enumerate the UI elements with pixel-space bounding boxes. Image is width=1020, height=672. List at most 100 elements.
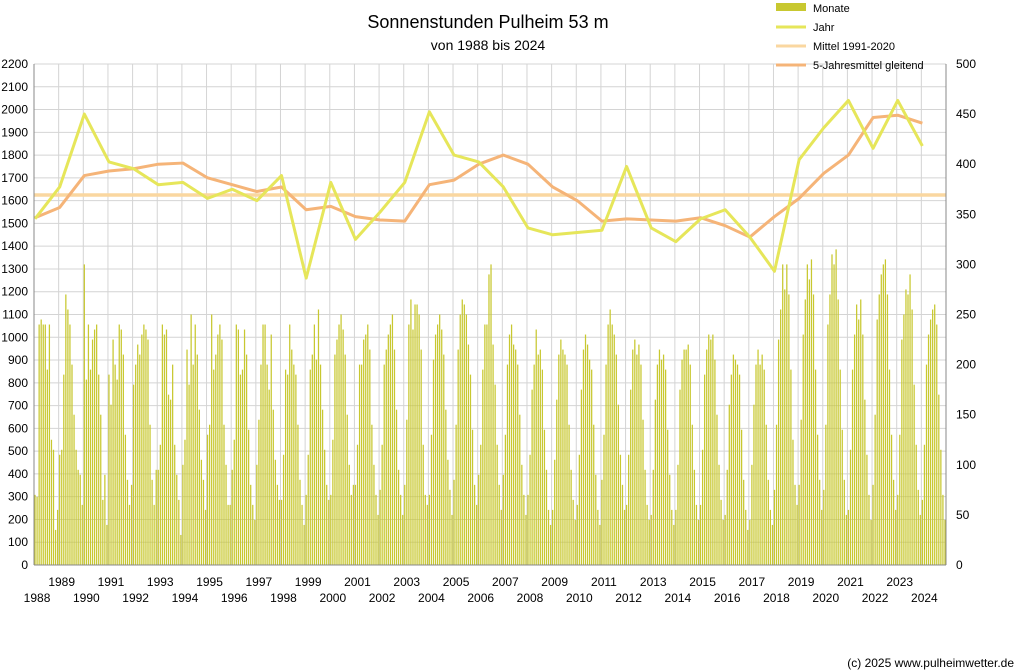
month-bar: [490, 264, 492, 565]
month-bar: [911, 309, 913, 565]
month-bar: [93, 329, 96, 565]
month-bar: [521, 464, 523, 565]
month-bar: [646, 504, 648, 565]
month-bar: [814, 369, 817, 565]
month-bar: [67, 309, 69, 565]
month-bar: [580, 389, 583, 565]
y-right-tick-label: 100: [956, 458, 976, 472]
y-right-tick-label: 400: [956, 157, 976, 171]
y-left-tick-label: 1500: [1, 216, 28, 230]
month-bar: [552, 509, 554, 565]
month-bar: [837, 299, 839, 565]
month-bar: [110, 404, 112, 565]
month-bar: [687, 344, 689, 565]
month-bar: [839, 369, 841, 565]
x-tick-label: 1997: [246, 575, 273, 589]
month-bar: [352, 484, 355, 565]
month-bar: [54, 529, 57, 565]
month-bar: [615, 354, 617, 565]
month-bar: [909, 274, 911, 565]
month-bar: [87, 324, 90, 565]
month-bar: [652, 469, 654, 565]
month-bar: [782, 264, 784, 565]
month-bar: [915, 444, 917, 565]
month-bar: [79, 474, 81, 565]
month-bar: [566, 364, 568, 565]
legend-label: Jahr: [813, 22, 835, 34]
month-bar: [268, 389, 270, 565]
y-left-tick-label: 1100: [2, 308, 28, 322]
month-bar: [186, 349, 188, 565]
month-bar: [471, 429, 474, 565]
x-tick-label: 2006: [467, 591, 494, 605]
month-bar: [784, 289, 786, 565]
month-bar: [825, 424, 827, 565]
x-tick-label: 1994: [172, 591, 199, 605]
y-right-tick-label: 350: [956, 207, 976, 221]
month-bar: [847, 509, 850, 565]
month-bar: [607, 324, 609, 565]
month-bar: [584, 334, 587, 565]
month-bar: [227, 504, 229, 565]
x-tick-label: 2018: [763, 591, 790, 605]
month-bar: [155, 469, 157, 565]
month-bar: [85, 379, 88, 565]
month-bar: [597, 509, 599, 565]
y-left-tick-label: 200: [8, 512, 28, 526]
month-bar: [439, 314, 441, 565]
month-bar: [404, 484, 406, 565]
month-bar: [802, 334, 804, 565]
month-bar: [625, 504, 628, 565]
month-bar: [430, 434, 433, 565]
month-bar: [149, 424, 151, 565]
month-bar: [903, 314, 905, 565]
month-bar: [451, 514, 453, 565]
month-bar: [338, 324, 340, 565]
month-bar: [65, 294, 67, 565]
month-bar: [344, 354, 346, 565]
x-tick-label: 2015: [689, 575, 716, 589]
month-bar: [541, 369, 544, 565]
x-tick-label: 2012: [615, 591, 642, 605]
month-bar: [533, 364, 535, 565]
y-right-tick-label: 250: [956, 308, 976, 322]
month-bar: [139, 354, 141, 565]
month-bar: [461, 299, 463, 565]
y-right-tick-label: 200: [956, 358, 976, 372]
month-bar: [416, 304, 418, 565]
month-bar: [36, 496, 38, 565]
x-tick-label: 1988: [24, 591, 51, 605]
month-bar: [545, 469, 548, 565]
month-bar: [172, 364, 174, 565]
month-bar: [289, 324, 291, 565]
month-bar: [525, 514, 527, 565]
x-tick-label: 1993: [147, 575, 174, 589]
month-bar: [806, 264, 808, 565]
month-bar: [96, 324, 98, 565]
month-bar: [888, 369, 891, 565]
month-bar: [936, 324, 938, 565]
month-bar: [137, 344, 139, 565]
month-bar: [673, 524, 675, 565]
y-left-tick-label: 300: [8, 490, 28, 504]
month-bar: [905, 289, 907, 565]
month-bar: [886, 294, 889, 565]
month-bar: [880, 274, 882, 565]
month-bar: [944, 519, 946, 565]
month-bar: [841, 429, 843, 565]
month-bar: [934, 304, 936, 565]
month-bar: [367, 324, 369, 565]
month-bar: [161, 324, 164, 565]
month-bar: [457, 349, 459, 565]
month-bar: [190, 314, 192, 565]
month-bar: [722, 519, 724, 565]
month-bar: [61, 449, 63, 565]
month-bar: [284, 369, 287, 565]
month-bar: [402, 514, 404, 565]
month-bar: [418, 314, 420, 565]
month-bar: [248, 429, 250, 565]
month-bar: [732, 354, 735, 565]
month-bar: [163, 334, 166, 565]
month-bar: [882, 264, 884, 565]
month-bar: [919, 514, 921, 565]
